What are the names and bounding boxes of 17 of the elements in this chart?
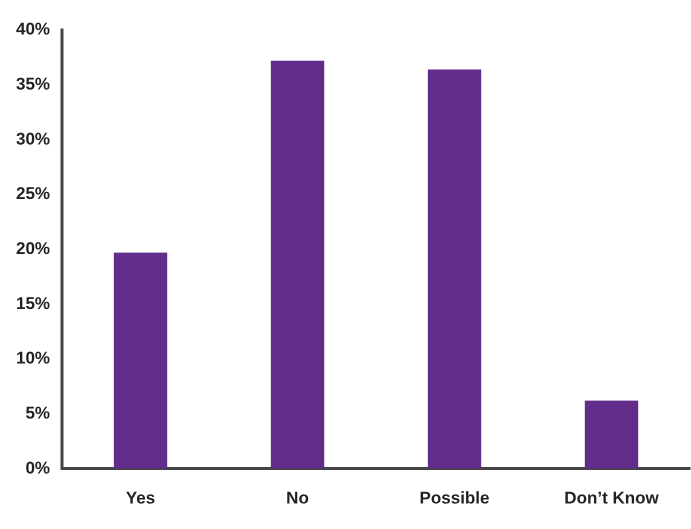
- bar: [114, 252, 168, 469]
- y-tick-label: 40%: [16, 20, 50, 39]
- y-tick-label: 20%: [16, 238, 50, 258]
- y-tick-label: 10%: [16, 348, 50, 368]
- bar: [584, 400, 638, 469]
- y-tick-label: 30%: [16, 129, 50, 148]
- x-tick-label: Possible: [420, 488, 490, 508]
- x-tick-label: No: [286, 488, 309, 508]
- bar: [428, 69, 482, 469]
- y-tick-label: 0%: [25, 458, 50, 478]
- bar: [270, 60, 324, 469]
- y-tick-label: 5%: [25, 403, 50, 422]
- y-tick-label: 15%: [16, 294, 50, 313]
- x-tick-label: Yes: [126, 488, 156, 508]
- y-tick-label: 35%: [16, 74, 50, 94]
- x-tick-label: Don’t Know: [564, 488, 660, 508]
- y-tick-label: 25%: [16, 184, 50, 204]
